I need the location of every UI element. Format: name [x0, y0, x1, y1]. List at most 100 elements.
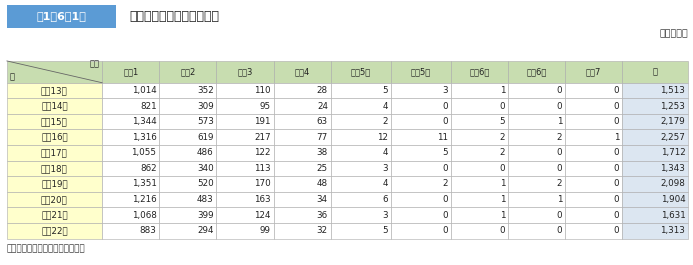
- Text: 第1－6－1表: 第1－6－1表: [37, 11, 87, 21]
- Text: 2: 2: [500, 133, 505, 142]
- Text: 0: 0: [556, 164, 562, 173]
- Text: 1,068: 1,068: [132, 211, 157, 220]
- Text: 平成21年: 平成21年: [41, 211, 68, 220]
- Text: 0: 0: [442, 164, 448, 173]
- Text: 1,253: 1,253: [660, 101, 685, 111]
- Text: 0: 0: [614, 164, 620, 173]
- Text: 4: 4: [383, 179, 388, 188]
- Text: 区分: 区分: [89, 60, 99, 69]
- Text: 36: 36: [317, 211, 328, 220]
- Text: 0: 0: [500, 101, 505, 111]
- Text: 124: 124: [254, 211, 271, 220]
- Text: 1: 1: [556, 117, 562, 126]
- Text: 平成15年: 平成15年: [41, 117, 68, 126]
- Text: 12: 12: [377, 133, 388, 142]
- Text: 0: 0: [614, 179, 620, 188]
- Text: 1: 1: [614, 133, 620, 142]
- Text: 883: 883: [140, 226, 157, 235]
- Text: 309: 309: [197, 101, 213, 111]
- Text: 0: 0: [614, 101, 620, 111]
- Text: 2: 2: [556, 133, 562, 142]
- Text: 平成20年: 平成20年: [41, 195, 68, 204]
- Text: 486: 486: [197, 148, 213, 157]
- Text: 平成18年: 平成18年: [41, 164, 68, 173]
- Text: 11: 11: [437, 133, 448, 142]
- Text: 821: 821: [140, 101, 157, 111]
- Text: 2: 2: [443, 179, 448, 188]
- Text: 1,904: 1,904: [660, 195, 685, 204]
- Text: 0: 0: [556, 211, 562, 220]
- Text: 3: 3: [383, 164, 388, 173]
- Text: 0: 0: [556, 226, 562, 235]
- Text: 5: 5: [383, 86, 388, 95]
- Text: 95: 95: [260, 101, 271, 111]
- Text: 震度3: 震度3: [237, 67, 253, 76]
- Text: 平成22年: 平成22年: [41, 226, 68, 235]
- Text: （各年中）: （各年中）: [660, 29, 688, 38]
- Text: 5: 5: [500, 117, 505, 126]
- Text: 0: 0: [500, 164, 505, 173]
- Text: 2: 2: [556, 179, 562, 188]
- Text: 25: 25: [317, 164, 328, 173]
- Text: 520: 520: [197, 179, 213, 188]
- Text: 63: 63: [317, 117, 328, 126]
- Text: 5: 5: [383, 226, 388, 235]
- Text: 2,098: 2,098: [660, 179, 685, 188]
- Text: 1,712: 1,712: [660, 148, 685, 157]
- Text: 1: 1: [556, 195, 562, 204]
- Text: 0: 0: [614, 226, 620, 235]
- Text: 1,313: 1,313: [660, 226, 685, 235]
- Text: 352: 352: [197, 86, 213, 95]
- Text: 0: 0: [442, 195, 448, 204]
- Text: 294: 294: [197, 226, 213, 235]
- Text: 1: 1: [500, 211, 505, 220]
- Text: 163: 163: [254, 195, 271, 204]
- Text: 0: 0: [442, 101, 448, 111]
- Text: 震度6弱: 震度6弱: [469, 67, 489, 76]
- Text: 340: 340: [197, 164, 213, 173]
- Text: 0: 0: [556, 86, 562, 95]
- Text: 48: 48: [317, 179, 328, 188]
- Text: 5: 5: [442, 148, 448, 157]
- Text: 38: 38: [317, 148, 328, 157]
- Text: 2: 2: [383, 117, 388, 126]
- Text: 震度7: 震度7: [586, 67, 602, 76]
- Text: 0: 0: [442, 226, 448, 235]
- Text: 1,631: 1,631: [660, 211, 685, 220]
- Text: 震度別地震発生状況の推移: 震度別地震発生状況の推移: [129, 10, 219, 23]
- Text: 1: 1: [500, 195, 505, 204]
- Text: 862: 862: [140, 164, 157, 173]
- Text: 77: 77: [317, 133, 328, 142]
- Text: 0: 0: [500, 226, 505, 235]
- Text: 6: 6: [383, 195, 388, 204]
- Text: 1: 1: [500, 179, 505, 188]
- Text: 2: 2: [500, 148, 505, 157]
- Text: 1,055: 1,055: [132, 148, 157, 157]
- Text: 3: 3: [383, 211, 388, 220]
- Text: 平成14年: 平成14年: [41, 101, 68, 111]
- Text: 震度1: 震度1: [123, 67, 139, 76]
- Text: 0: 0: [614, 86, 620, 95]
- Text: 平成19年: 平成19年: [41, 179, 68, 188]
- Text: （備考）　気象庁資料により作成: （備考） 気象庁資料により作成: [7, 245, 86, 254]
- Text: 平成17年: 平成17年: [41, 148, 68, 157]
- Text: 1,014: 1,014: [132, 86, 157, 95]
- Text: 483: 483: [197, 195, 213, 204]
- Text: 0: 0: [556, 148, 562, 157]
- Text: 619: 619: [197, 133, 213, 142]
- Text: 0: 0: [614, 211, 620, 220]
- Text: 4: 4: [383, 148, 388, 157]
- Text: 2,257: 2,257: [660, 133, 685, 142]
- Text: 震度5弱: 震度5弱: [351, 67, 371, 76]
- Text: 震度2: 震度2: [180, 67, 195, 76]
- Text: 平成13年: 平成13年: [41, 86, 68, 95]
- Text: 平成16年: 平成16年: [41, 133, 68, 142]
- Text: 0: 0: [614, 148, 620, 157]
- Text: 震度5強: 震度5強: [411, 67, 431, 76]
- Text: 2,179: 2,179: [660, 117, 685, 126]
- Text: 1,513: 1,513: [660, 86, 685, 95]
- Text: 3: 3: [442, 86, 448, 95]
- Text: 1,216: 1,216: [132, 195, 157, 204]
- Text: 0: 0: [442, 117, 448, 126]
- Text: 170: 170: [254, 179, 271, 188]
